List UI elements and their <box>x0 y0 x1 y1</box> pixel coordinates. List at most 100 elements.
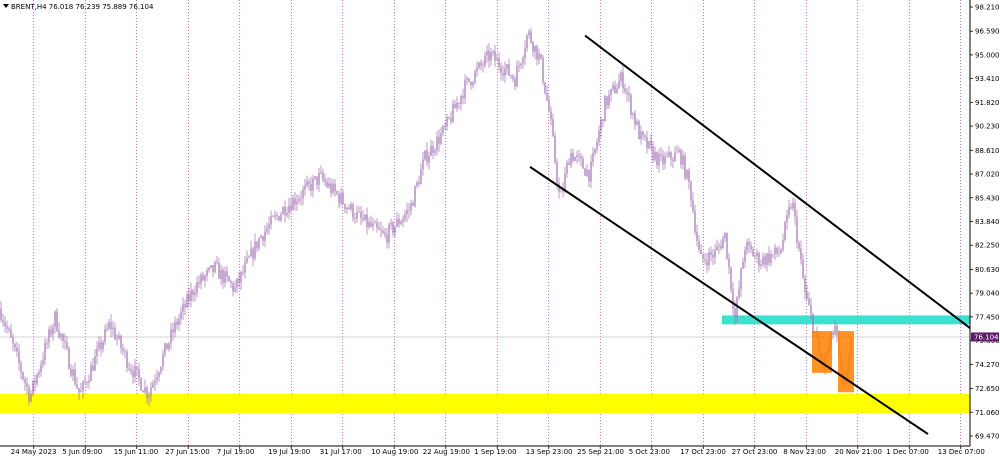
candle-body <box>446 117 448 127</box>
candle-body <box>542 57 544 83</box>
candle-body <box>594 148 596 153</box>
candle-body <box>160 366 162 373</box>
candle-body <box>412 202 414 206</box>
candle-body <box>574 157 576 161</box>
candle-body <box>748 241 750 245</box>
x-tick-label: 8 Nov 23:00 <box>783 448 826 456</box>
candle-body <box>562 190 564 192</box>
candle-body <box>400 221 402 225</box>
candle-body <box>466 78 468 80</box>
y-axis: 98.210 96.590 95.000 93.410 91.820 90.230 88.6… <box>969 0 1000 446</box>
candle-body <box>758 253 760 267</box>
candle-body <box>688 169 690 182</box>
candle-body <box>642 131 644 136</box>
candle-body <box>164 343 166 355</box>
candle-body <box>708 251 710 266</box>
channel-line <box>584 34 971 329</box>
candle-body <box>616 88 618 94</box>
candle-body <box>270 216 272 225</box>
candle-body <box>602 119 604 122</box>
candle-body <box>116 338 118 340</box>
candle-body <box>386 234 388 243</box>
candle-body <box>38 371 40 375</box>
dropdown-icon[interactable] <box>3 4 9 8</box>
candle-body <box>346 207 348 210</box>
y-tick-label: 90.230 <box>975 123 1000 131</box>
candle-body <box>274 215 276 217</box>
candle-body <box>578 155 580 157</box>
candle-body <box>468 78 470 82</box>
candle-body <box>504 68 506 76</box>
candle-body <box>630 95 632 115</box>
candle-body <box>670 152 672 160</box>
chart-header: BRENT,H4 76.018 76.239 75.889 76.104 <box>3 3 154 11</box>
x-tick-label: 1 Sep 19:00 <box>474 448 516 456</box>
candle-body <box>244 262 246 273</box>
candle-body <box>220 269 222 279</box>
candle-body <box>246 257 248 263</box>
candle-body <box>218 263 220 279</box>
y-tick-label: 93.410 <box>975 75 1000 83</box>
candle-body <box>484 55 486 66</box>
candle-body <box>606 96 608 106</box>
candle-body <box>568 162 570 165</box>
candle-body <box>152 383 154 388</box>
candle-body <box>498 58 500 67</box>
candle-body <box>582 158 584 169</box>
candle-body <box>528 31 530 36</box>
candle-body <box>136 366 138 369</box>
candle-body <box>404 214 406 219</box>
candle-body <box>624 88 626 92</box>
candle-body <box>680 150 682 165</box>
candle-body <box>486 50 488 56</box>
candle-body <box>268 224 270 229</box>
candle-body <box>204 275 206 281</box>
candle-body <box>82 381 84 391</box>
candle-body <box>608 95 610 106</box>
candle-body <box>248 256 250 258</box>
candle-body <box>332 183 334 193</box>
candle-body <box>78 388 80 393</box>
candle-body <box>322 172 324 180</box>
candle-body <box>588 169 590 182</box>
y-tick-label: 69.470 <box>975 433 1000 441</box>
candle-body <box>462 95 464 99</box>
candle-body <box>540 54 542 58</box>
candle-body <box>258 238 260 249</box>
candle-body <box>754 256 756 257</box>
candle-body <box>22 372 24 379</box>
candle-body <box>284 207 286 216</box>
candle-body <box>88 381 90 384</box>
candle-body <box>138 368 140 378</box>
candle-body <box>338 193 340 204</box>
candle-body <box>788 207 790 216</box>
candle-body <box>510 75 512 77</box>
candle-body <box>454 104 456 109</box>
candle-body <box>144 387 146 393</box>
y-tick-label: 91.820 <box>975 99 1000 107</box>
candle-body <box>302 189 304 199</box>
candle-body <box>126 351 128 369</box>
candle-body <box>636 121 638 125</box>
candle-body <box>40 364 42 372</box>
candle-body <box>490 52 492 61</box>
candle-body <box>350 204 352 210</box>
candle-body <box>226 271 228 277</box>
candle-body <box>480 62 482 66</box>
candle-body <box>198 282 200 284</box>
candle-body <box>648 141 650 149</box>
candle-body <box>676 151 678 153</box>
candle-body <box>340 193 342 204</box>
candle-body <box>804 277 806 293</box>
candle-body <box>792 202 794 209</box>
candle-body <box>794 202 796 217</box>
zones-layer <box>0 315 970 414</box>
candle-body <box>452 104 454 122</box>
candle-body <box>526 35 528 49</box>
candle-body <box>572 152 574 161</box>
candle-body <box>722 238 724 249</box>
candle-body <box>832 331 834 335</box>
candle-body <box>224 271 226 283</box>
support-zone <box>0 393 970 414</box>
